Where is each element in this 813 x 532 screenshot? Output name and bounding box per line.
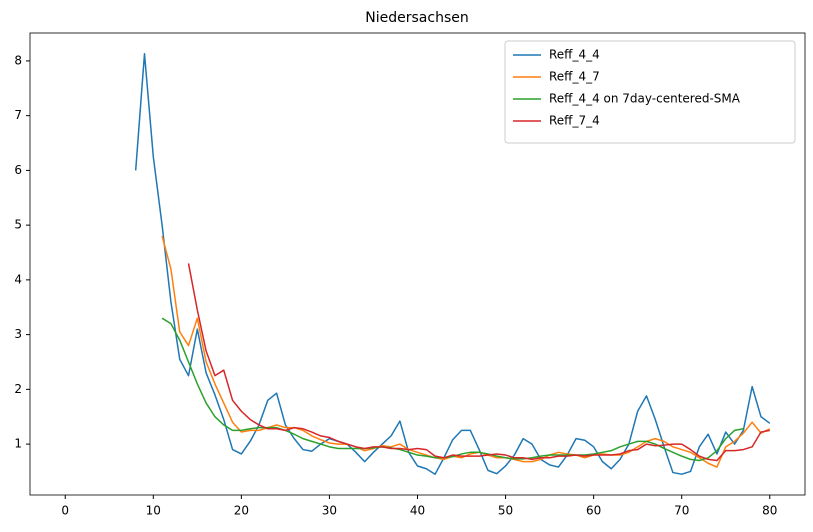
series-line <box>161 317 744 462</box>
x-tick-label: 30 <box>322 504 337 518</box>
y-tick-label: 7 <box>14 108 22 122</box>
x-tick-label: 40 <box>410 504 425 518</box>
legend-box <box>504 40 796 144</box>
legend-label: Reff_4_7 <box>549 70 600 84</box>
series-line <box>187 263 770 462</box>
legend-label: Reff_4_4 on 7day-centered-SMA <box>549 92 741 106</box>
legend-label: Reff_4_4 <box>549 48 600 62</box>
x-tick-label: 20 <box>234 504 249 518</box>
y-tick-label: 2 <box>14 382 22 396</box>
y-tick-label: 6 <box>14 163 22 177</box>
x-tick-label: 50 <box>498 504 513 518</box>
chart-title: Niedersachsen <box>365 10 468 26</box>
x-tick-label: 10 <box>146 504 161 518</box>
plot-frame <box>29 32 806 496</box>
y-tick-label: 4 <box>14 272 22 286</box>
y-tick-label: 8 <box>14 53 22 67</box>
y-tick-label: 5 <box>14 218 22 232</box>
series-line <box>134 53 771 475</box>
x-tick-label: 0 <box>61 504 69 518</box>
y-tick-label: 1 <box>14 437 22 451</box>
x-tick-label: 60 <box>586 504 601 518</box>
legend-label: Reff_7_4 <box>549 114 600 128</box>
y-tick-label: 3 <box>14 327 22 341</box>
x-tick-label: 70 <box>674 504 689 518</box>
x-tick-label: 80 <box>762 504 777 518</box>
